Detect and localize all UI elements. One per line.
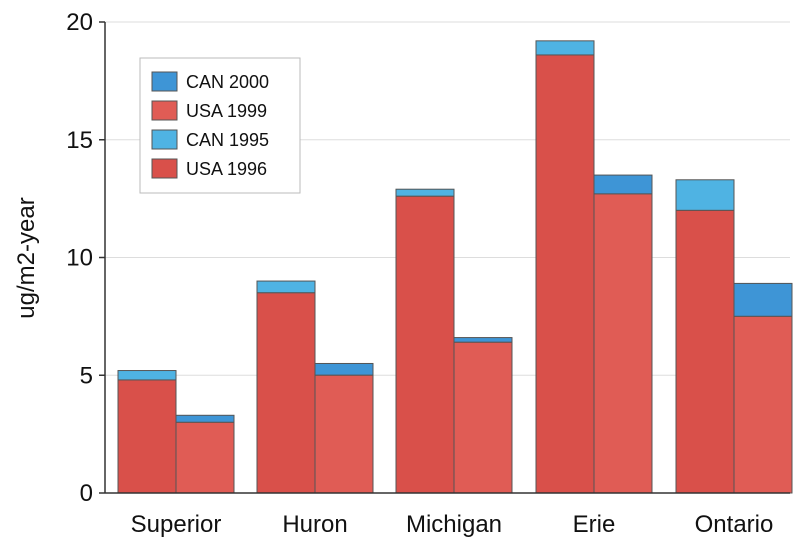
- y-tick-label: 20: [66, 9, 93, 36]
- legend-swatch: [151, 129, 178, 150]
- legend-swatch: [151, 100, 178, 121]
- legend-label: CAN 2000: [186, 72, 269, 92]
- bar-usa-1996: [535, 54, 595, 494]
- bar-usa-1999: [453, 341, 513, 494]
- bar-can-1995: [395, 188, 455, 197]
- y-tick-label: 5: [80, 362, 93, 389]
- x-tick-label: Huron: [282, 511, 347, 538]
- bar-can-2000: [314, 362, 374, 376]
- bar-can-1995: [117, 370, 177, 381]
- legend-swatch: [151, 71, 178, 92]
- bar-can-1995: [256, 280, 316, 294]
- bar-usa-1996: [117, 379, 177, 494]
- bar-can-1995: [675, 179, 735, 211]
- y-tick-label: 15: [66, 127, 93, 154]
- legend-label: USA 1996: [186, 159, 267, 179]
- bar-usa-1999: [593, 193, 653, 494]
- bar-can-2000: [733, 282, 793, 317]
- bars: [117, 40, 793, 494]
- y-tick-label: 0: [80, 480, 93, 507]
- legend-swatch: [151, 158, 178, 179]
- legend-label: CAN 1995: [186, 130, 269, 150]
- bar-usa-1996: [256, 292, 316, 494]
- bar-can-2000: [453, 337, 513, 343]
- bar-usa-1999: [733, 315, 793, 494]
- bar-usa-1999: [314, 374, 374, 494]
- x-tick-label: Ontario: [695, 511, 774, 538]
- bar-usa-1999: [175, 421, 235, 494]
- legend-label: USA 1999: [186, 101, 267, 121]
- bar-can-2000: [175, 414, 235, 423]
- y-ticks: 0 5 10 15 20: [66, 9, 105, 507]
- y-tick-label: 10: [66, 245, 93, 272]
- bar-usa-1996: [675, 209, 735, 494]
- x-tick-label: Superior: [131, 511, 222, 538]
- x-ticks: Superior Huron Michigan Erie Ontario: [131, 511, 774, 538]
- bar-usa-1996: [395, 195, 455, 494]
- x-tick-label: Erie: [573, 511, 616, 538]
- bar-can-1995: [535, 40, 595, 56]
- bar-can-2000: [593, 174, 653, 195]
- x-tick-label: Michigan: [406, 511, 502, 538]
- y-axis-label: ug/m2-year: [13, 197, 40, 318]
- legend: CAN 2000 USA 1999 CAN 1995 USA 1996: [139, 57, 301, 194]
